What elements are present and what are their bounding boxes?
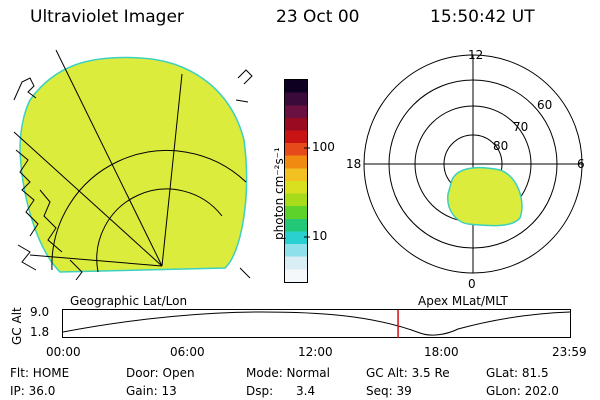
app-title: Ultraviolet Imager <box>30 7 184 27</box>
polar-plot <box>363 54 583 274</box>
info-glon: GLon: 202.0 <box>486 384 559 398</box>
info-gc-alt: GC Alt: 3.5 Re <box>366 366 450 380</box>
info-ip: IP: 36.0 <box>10 384 56 398</box>
geographic-image <box>13 49 253 280</box>
mlt-label-0: 0 <box>468 277 476 291</box>
lat-label-60: 60 <box>537 98 553 112</box>
timeline-axis-label: GC Alt <box>10 307 24 345</box>
timeline-xtick-3: 18:00 <box>424 345 459 359</box>
timeline-ytick-low: 1.8 <box>30 325 50 339</box>
info-door: Door: Open <box>126 366 195 380</box>
time-label: 15:50:42 UT <box>430 7 535 27</box>
info-gain: Gain: 13 <box>126 384 177 398</box>
timeline-xtick-2: 12:00 <box>298 345 333 359</box>
colorbar-tick-100: 100 <box>312 140 335 154</box>
info-flight: Flt: HOME <box>10 366 70 380</box>
date-label: 23 Oct 00 <box>276 7 360 27</box>
timeline-plot <box>62 309 571 338</box>
timeline-xtick-4: 23:59 <box>552 345 587 359</box>
timeline-ytick-high: 9.0 <box>30 305 50 319</box>
timeline-xtick-0: 00:00 <box>46 345 81 359</box>
lat-label-70: 70 <box>513 120 529 134</box>
coastline <box>13 69 253 280</box>
colorbar <box>284 79 308 283</box>
info-mode: Mode: Normal <box>246 366 330 380</box>
uv-emission-region <box>19 56 248 273</box>
timeline-xtick-1: 06:00 <box>170 345 205 359</box>
lat-label-80: 80 <box>493 139 509 153</box>
graticule <box>13 49 247 273</box>
right-panel-label: Apex MLat/MLT <box>418 294 508 308</box>
left-panel-label: Geographic Lat/Lon <box>70 294 188 308</box>
info-dsp: Dsp: 3.4 <box>246 384 316 398</box>
info-seq: Seq: 39 <box>366 384 412 398</box>
mlt-label-6: 6 <box>577 157 585 171</box>
mlt-label-18: 18 <box>346 157 362 171</box>
colorbar-unit-label: photon cm⁻²s⁻¹ <box>272 147 286 240</box>
mlt-label-12: 12 <box>468 48 484 62</box>
info-glat: GLat: 81.5 <box>486 366 549 380</box>
auroral-oval <box>447 166 523 227</box>
colorbar-tick-10: 10 <box>312 229 328 243</box>
